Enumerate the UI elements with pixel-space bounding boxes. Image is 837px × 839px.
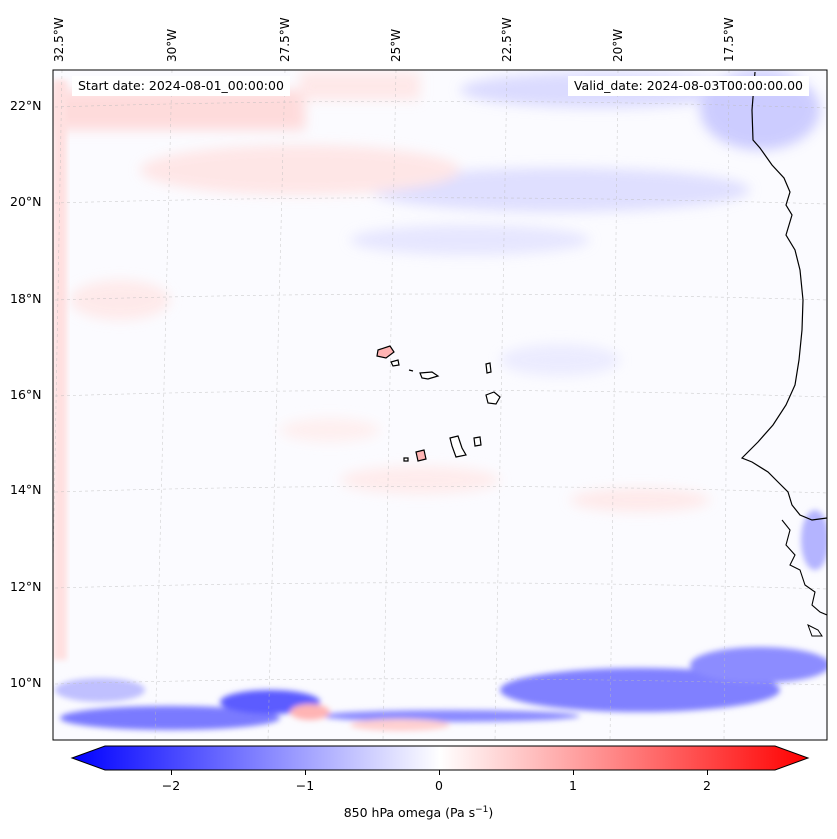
lat-label-14n: 14°N — [10, 482, 42, 497]
cb-tick-mark-m1 — [305, 770, 306, 775]
cb-tick-mark-m2 — [171, 770, 172, 775]
cape-verde-islands — [376, 345, 501, 462]
lat-label-10n: 10°N — [10, 675, 42, 690]
colorbar-label-exponent: −1 — [475, 805, 489, 815]
cb-tick-label-2: 2 — [703, 778, 711, 793]
cb-tick-label-0: 0 — [435, 778, 443, 793]
lat-label-12n: 12°N — [10, 579, 42, 594]
cb-tick-label-m1: −1 — [295, 778, 315, 793]
colorbar-label-close: ) — [488, 805, 494, 821]
omega-field — [53, 70, 827, 740]
colorbar-label-main: 850 hPa omega (Pa s — [343, 805, 476, 821]
colorbar — [70, 745, 810, 771]
coastline-africa — [740, 71, 827, 521]
lat-label-16n: 16°N — [10, 387, 42, 402]
valid-date-label: Valid_date: 2024-08-03T00:00:00.00 — [567, 76, 809, 96]
lat-label-20n: 20°N — [10, 194, 42, 209]
start-date-label: Start date: 2024-08-01_00:00:00 — [72, 76, 290, 96]
colorbar-label: 850 hPa omega (Pa s−1) — [0, 805, 837, 820]
cb-tick-mark-1 — [573, 770, 574, 775]
cb-tick-mark-2 — [707, 770, 708, 775]
cb-tick-mark-0 — [439, 770, 440, 775]
cb-tick-label-m2: −2 — [161, 778, 181, 793]
lat-label-18n: 18°N — [10, 291, 42, 306]
cb-tick-label-1: 1 — [569, 778, 577, 793]
lat-label-22n: 22°N — [10, 98, 42, 113]
